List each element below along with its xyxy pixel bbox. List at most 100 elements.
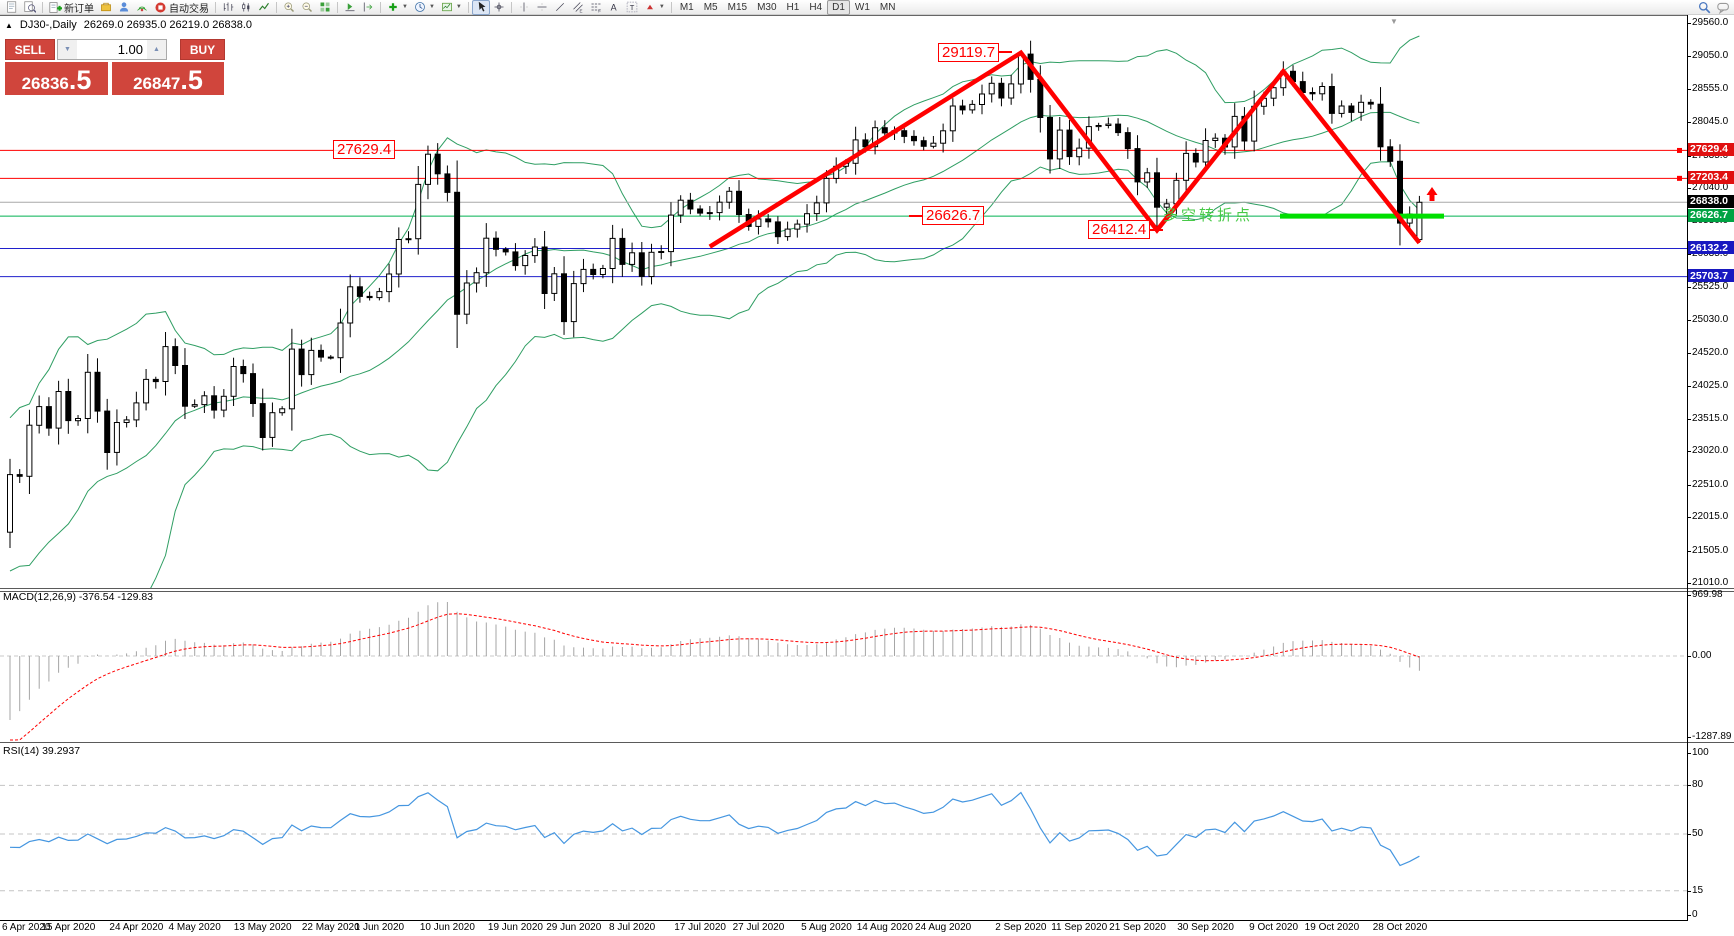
main-chart-panel[interactable]: ▲ DJ30-,Daily 26269.0 26935.0 26219.0 26… — [0, 15, 1687, 589]
period-clock-icon[interactable]: ▼ — [411, 0, 438, 15]
toolbar-separator — [215, 1, 216, 13]
market-watch-icon[interactable] — [3, 0, 21, 15]
timeframe-m15[interactable]: M15 — [727, 1, 748, 13]
buy-button[interactable]: BUY — [180, 39, 225, 60]
price-axis-border — [1687, 15, 1688, 921]
new-order-button[interactable]: 新订单 — [46, 0, 97, 15]
date-axis-label: 30 Sep 2020 — [1177, 922, 1234, 933]
chart-shift-marker[interactable]: ▼ — [1390, 17, 1398, 26]
date-axis-label: 4 May 2020 — [168, 922, 221, 933]
green-highlight-segment[interactable] — [1280, 213, 1444, 219]
date-axis-label: 24 Aug 2020 — [915, 922, 972, 933]
rsi-plot[interactable] — [0, 744, 1687, 921]
timeframe-m30[interactable]: M30 — [757, 1, 777, 13]
macd-plot[interactable] — [0, 590, 1687, 742]
red-up-arrow[interactable] — [1426, 186, 1438, 201]
panel-splitter[interactable] — [0, 588, 1734, 592]
template-icon[interactable]: ▼ — [438, 0, 465, 15]
rsi-axis-tick: 80 — [1692, 779, 1704, 791]
timeframe-mn[interactable]: MN — [879, 1, 896, 13]
svg-text:A: A — [610, 2, 616, 12]
one-click-collapse-toggle[interactable]: ▲ — [5, 20, 13, 30]
timeframe-m1[interactable]: M1 — [679, 1, 694, 13]
price-tick-mark — [1687, 385, 1691, 387]
data-window-icon[interactable] — [21, 0, 39, 15]
toolbox-icon[interactable] — [97, 0, 115, 15]
toolbar-separator — [42, 1, 43, 13]
timeframe-h4[interactable]: H4 — [809, 1, 823, 13]
macd-panel[interactable]: MACD(12,26,9) -376.54 -129.83 — [0, 590, 1687, 742]
vertical-line-tool[interactable] — [515, 0, 533, 15]
sell-button[interactable]: SELL — [5, 39, 55, 60]
price-axis-tick: 28045.0 — [1692, 116, 1729, 128]
main-chart-plot[interactable] — [0, 16, 1687, 589]
macd-axis-tick: 0.00 — [1692, 649, 1712, 661]
sell-price-fraction: .5 — [68, 65, 92, 95]
date-axis-label: 2 Sep 2020 — [995, 922, 1047, 933]
horizontal-line-tool[interactable] — [533, 0, 551, 15]
zoom-out-icon[interactable] — [298, 0, 316, 15]
text-label-tool[interactable]: T — [623, 0, 641, 15]
annotation-connector — [999, 51, 1013, 54]
svg-text:T: T — [630, 3, 635, 12]
date-axis-label: 1 Jun 2020 — [354, 922, 405, 933]
chevron-down-icon: ▼ — [402, 4, 408, 10]
trendline-tool[interactable] — [551, 0, 569, 15]
timeframe-m5[interactable]: M5 — [703, 1, 718, 13]
crosshair-tool-button[interactable] — [490, 0, 508, 15]
buy-price-display[interactable]: 26847.5 — [112, 62, 224, 95]
add-indicator-icon[interactable]: ▼ — [384, 0, 411, 15]
macd-tick-mark — [1687, 655, 1691, 657]
community-profile-icon[interactable] — [115, 0, 133, 15]
chart-title: ▲ DJ30-,Daily 26269.0 26935.0 26219.0 26… — [5, 19, 252, 31]
chart-ohlc-values: 26269.0 26935.0 26219.0 26838.0 — [83, 19, 252, 31]
rsi-panel[interactable]: RSI(14) 39.2937 — [0, 744, 1687, 921]
bar-chart-icon[interactable] — [219, 0, 237, 15]
candlestick-chart-icon[interactable] — [237, 0, 255, 15]
timeframe-d1[interactable]: D1 — [827, 0, 850, 15]
price-tick-mark — [1687, 155, 1691, 157]
cursor-tool-button[interactable] — [471, 0, 490, 15]
chinese-note-annotation[interactable]: 多空转折点 — [1163, 207, 1254, 224]
line-chart-icon[interactable] — [255, 0, 273, 15]
tile-windows-icon[interactable] — [316, 0, 334, 15]
panel-splitter[interactable] — [0, 742, 1734, 744]
price-tick-mark — [1687, 418, 1691, 420]
annotation-price-text: 26626.7 — [922, 206, 985, 226]
arrows-tool[interactable]: ▼ — [641, 0, 668, 15]
chat-icon[interactable] — [1717, 1, 1730, 19]
autotrading-button[interactable]: 自动交易 — [151, 0, 212, 15]
price-axis-tick: 24520.0 — [1692, 347, 1729, 359]
price-annotation-box[interactable]: 27629.4 — [333, 140, 396, 160]
price-tick-mark — [1687, 353, 1691, 355]
volume-input[interactable]: 1.00 — [117, 42, 143, 57]
timeframe-w1[interactable]: W1 — [854, 1, 870, 13]
search-icon[interactable] — [1698, 1, 1711, 19]
signals-icon[interactable] — [133, 0, 151, 15]
annotation-connector — [909, 214, 922, 217]
chart-shift-icon[interactable] — [359, 0, 377, 15]
text-tool[interactable]: A — [605, 0, 623, 15]
price-annotation-box[interactable]: 29119.7 — [938, 42, 1013, 62]
pivot-line-green-badge: 26626.7 — [1688, 208, 1734, 222]
annotation-price-text: 26412.4 — [1088, 220, 1151, 240]
sell-price-display[interactable]: 26836.5 — [5, 62, 108, 95]
timeframe-h1[interactable]: H1 — [786, 1, 800, 13]
price-tick-mark — [1687, 451, 1691, 453]
price-annotation-box[interactable]: 26626.7 — [909, 206, 985, 226]
line-handle[interactable] — [1677, 147, 1682, 153]
auto-scroll-icon[interactable] — [341, 0, 359, 15]
buy-price-main: 26847 — [133, 74, 181, 93]
equidistant-channel-tool[interactable]: E — [569, 0, 587, 15]
macd-axis-tick: -1287.89 — [1692, 730, 1732, 742]
fibonacci-tool[interactable]: F — [587, 0, 605, 15]
zoom-in-icon[interactable] — [280, 0, 298, 15]
toolbar: 新订单 自动交易 ▼ ▼ ▼ E F A T ▼ M1 M5 M15 — [0, 0, 1734, 15]
line-handle[interactable] — [1677, 175, 1682, 181]
volume-up-button[interactable]: ▲ — [147, 40, 166, 59]
volume-down-button[interactable]: ▼ — [58, 40, 77, 59]
rsi-tick-mark — [1687, 834, 1691, 835]
price-annotation-box[interactable]: 26412.4 — [1088, 220, 1164, 240]
price-tick-mark — [1687, 188, 1691, 190]
